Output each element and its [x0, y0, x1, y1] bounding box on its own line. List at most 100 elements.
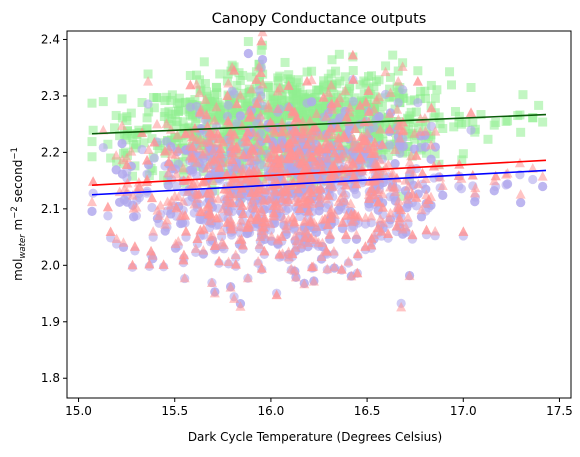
data-point: [187, 141, 198, 152]
data-point: [290, 230, 301, 241]
data-point: [180, 98, 190, 108]
data-point: [255, 110, 266, 120]
data-point: [143, 69, 153, 79]
data-point: [254, 239, 265, 249]
data-point: [122, 126, 132, 136]
data-point: [111, 110, 121, 120]
data-point: [177, 218, 188, 228]
data-point: [409, 128, 420, 138]
data-point: [286, 147, 297, 157]
chart-title: Canopy Conductance outputs: [212, 11, 427, 27]
data-point: [236, 156, 246, 166]
data-point: [163, 180, 173, 190]
data-point: [311, 221, 322, 231]
data-point: [434, 112, 444, 122]
data-point: [244, 148, 255, 159]
data-point: [215, 116, 225, 126]
data-point: [302, 75, 313, 86]
data-point: [390, 186, 401, 197]
data-point: [242, 272, 253, 283]
data-point: [306, 187, 317, 197]
data-point: [230, 259, 241, 269]
data-point: [246, 109, 257, 120]
data-point: [117, 94, 127, 104]
data-point: [240, 173, 251, 184]
data-point: [263, 109, 273, 119]
data-point: [192, 113, 202, 123]
data-point: [397, 125, 408, 136]
data-point: [218, 102, 228, 112]
data-point: [538, 117, 548, 127]
data-point: [429, 113, 439, 123]
data-point: [400, 175, 411, 185]
data-point: [311, 146, 322, 157]
data-point: [216, 225, 227, 236]
data-point: [117, 154, 128, 165]
data-point: [340, 195, 351, 205]
data-point: [435, 119, 445, 129]
data-point: [226, 223, 237, 234]
data-point: [197, 177, 208, 187]
data-point: [294, 203, 305, 213]
data-point: [366, 210, 377, 221]
x-tick-label: 17.0: [450, 404, 477, 418]
data-point: [117, 138, 127, 149]
data-point: [230, 249, 241, 260]
trendlines-layer: [91, 113, 547, 196]
data-point: [178, 162, 189, 173]
data-point: [302, 67, 312, 77]
data-point: [383, 151, 393, 161]
data-point: [426, 139, 437, 150]
y-label-prefix: mol: [11, 259, 25, 281]
data-point: [422, 148, 432, 158]
data-point: [363, 106, 374, 116]
data-point: [163, 167, 174, 178]
data-point: [142, 125, 152, 135]
data-point: [366, 233, 377, 243]
data-point: [269, 148, 280, 158]
data-point: [237, 200, 248, 210]
data-point: [103, 211, 113, 221]
data-point: [421, 184, 431, 194]
data-point: [195, 214, 205, 224]
data-point: [321, 86, 331, 96]
data-point: [217, 203, 228, 214]
data-point: [363, 85, 374, 95]
data-point: [223, 77, 234, 88]
data-point: [250, 214, 261, 225]
data-point: [181, 226, 192, 236]
data-point: [251, 74, 262, 84]
data-point: [236, 215, 247, 225]
data-point: [319, 76, 329, 86]
data-point: [377, 188, 388, 199]
data-point: [142, 155, 153, 165]
series-triangle-points: [87, 31, 548, 312]
data-point: [364, 72, 374, 82]
data-point: [346, 216, 357, 227]
data-point: [209, 115, 220, 125]
data-point: [321, 143, 332, 154]
data-point: [457, 155, 467, 165]
data-point: [408, 168, 419, 179]
data-point: [207, 180, 217, 190]
data-point: [449, 122, 459, 132]
data-point: [438, 123, 448, 133]
data-point: [274, 116, 284, 126]
data-point: [516, 127, 526, 137]
y-label-sup1: −2: [10, 206, 20, 219]
data-point: [412, 76, 423, 86]
data-point: [297, 99, 307, 109]
data-point: [171, 169, 182, 179]
data-point: [103, 139, 113, 149]
data-point: [347, 49, 358, 60]
data-point: [88, 176, 99, 186]
data-point: [223, 100, 233, 110]
data-point: [338, 129, 349, 140]
data-point: [392, 104, 403, 114]
data-point: [397, 61, 408, 71]
data-point: [199, 57, 209, 67]
data-point: [131, 139, 141, 149]
data-point: [146, 245, 157, 256]
data-point: [305, 172, 316, 182]
data-point: [325, 213, 336, 223]
